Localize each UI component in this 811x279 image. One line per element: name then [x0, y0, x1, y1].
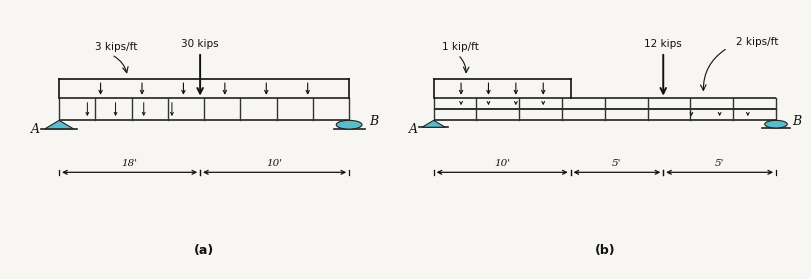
- Circle shape: [765, 120, 787, 128]
- Text: 18': 18': [122, 159, 138, 168]
- Text: 5': 5': [714, 159, 724, 168]
- Text: 1 kip/ft: 1 kip/ft: [442, 42, 478, 52]
- Text: 30 kips: 30 kips: [182, 39, 219, 49]
- Text: 3 kips/ft: 3 kips/ft: [96, 42, 138, 52]
- Text: A: A: [31, 123, 40, 136]
- Text: (a): (a): [194, 244, 214, 257]
- Text: 10': 10': [494, 159, 510, 168]
- Polygon shape: [422, 120, 445, 127]
- Circle shape: [337, 120, 362, 129]
- Text: 10': 10': [267, 159, 283, 168]
- Text: B: B: [792, 115, 801, 128]
- Text: 2 kips/ft: 2 kips/ft: [736, 37, 778, 47]
- Text: 12 kips: 12 kips: [645, 39, 682, 49]
- Text: B: B: [369, 115, 379, 128]
- Polygon shape: [45, 120, 73, 129]
- Text: (b): (b): [594, 244, 616, 257]
- Text: A: A: [409, 123, 418, 136]
- Text: 5': 5': [612, 159, 622, 168]
